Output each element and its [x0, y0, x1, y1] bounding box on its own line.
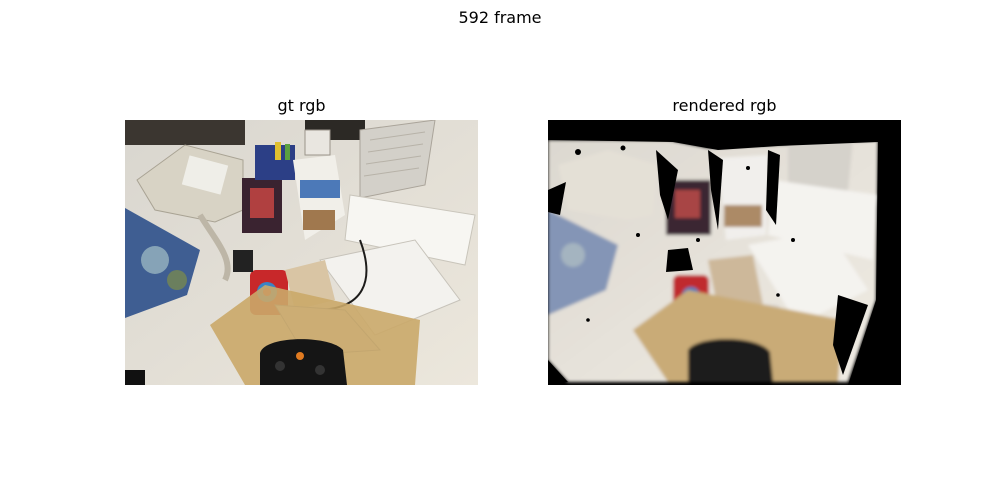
figure-title: 592 frame — [458, 8, 542, 27]
panel-title-gt: gt rgb — [277, 96, 326, 115]
rendered-desk-scene-icon — [548, 120, 901, 385]
rendered-image — [548, 120, 901, 385]
gt-image — [125, 120, 478, 385]
desk-scene-photo-icon — [125, 120, 478, 385]
panel-title-rendered: rendered rgb — [672, 96, 777, 115]
